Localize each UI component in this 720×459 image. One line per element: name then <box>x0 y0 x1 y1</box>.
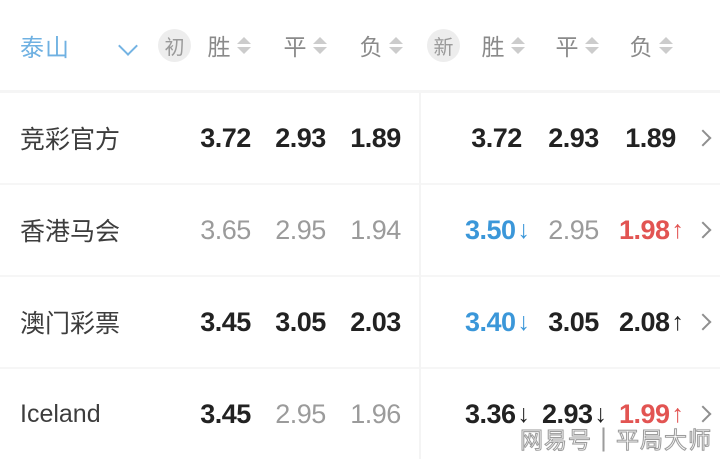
initial-draw-odds: 2.93 <box>275 122 326 153</box>
odds-row-jingcai[interactable]: 竞彩官方 3.72 2.93 1.89 3.72 2.93 1.89 <box>0 93 720 185</box>
new-draw-odds: 3.05 <box>548 306 599 337</box>
bookmaker-name: 香港马会 <box>20 218 121 246</box>
bookmaker-name: Iceland <box>20 399 101 428</box>
bookmaker-name: 竞彩官方 <box>20 126 121 154</box>
column-label-win: 胜 <box>481 34 505 60</box>
column-group-divider <box>419 93 421 459</box>
team-filter-label: 泰山 <box>20 34 70 62</box>
new-lose-odds: 2.08 <box>618 306 670 337</box>
new-lose-odds: 1.98 <box>618 214 670 245</box>
sort-header-new-lose[interactable]: 负 <box>614 28 688 62</box>
initial-win-odds: 3.45 <box>200 306 251 337</box>
sort-header-new-draw[interactable]: 平 <box>540 28 614 62</box>
column-label-lose: 负 <box>629 34 653 60</box>
initial-win-odds: 3.65 <box>200 214 251 245</box>
new-draw-odds: 2.93 <box>541 398 593 429</box>
sort-header-initial-draw[interactable]: 平 <box>267 28 343 62</box>
sort-icon <box>510 36 525 54</box>
sort-icon <box>236 36 251 54</box>
initial-lose-odds: 1.89 <box>350 122 401 153</box>
new-lose-odds: 1.89 <box>625 122 676 153</box>
initial-lose-odds: 2.03 <box>350 306 401 337</box>
initial-odds-badge: 初 <box>158 28 191 62</box>
chevron-right-icon[interactable] <box>690 316 716 328</box>
trend-down-arrow: ↓ <box>517 307 531 336</box>
new-win-odds: 3.36 <box>464 398 516 429</box>
trend-up-arrow: ↑ <box>671 307 685 336</box>
chevron-right-icon[interactable] <box>690 224 716 236</box>
new-win-odds: 3.40 <box>464 306 516 337</box>
netease-watermark: 网易号｜平局大师 <box>520 427 712 454</box>
sort-icon <box>584 36 599 54</box>
column-label-draw: 平 <box>555 34 579 60</box>
sort-header-new-win[interactable]: 胜 <box>466 28 540 62</box>
sort-header-initial-lose[interactable]: 负 <box>343 28 419 62</box>
initial-draw-odds: 2.95 <box>275 398 326 429</box>
new-lose-odds: 1.99 <box>618 398 670 429</box>
odds-row-hkjc[interactable]: 香港马会 3.65 2.95 1.94 3.50 ↓ 2.95 1.98 ↑ <box>0 185 720 277</box>
new-draw-odds: 2.93 <box>548 122 599 153</box>
chevron-right-icon[interactable] <box>690 132 716 144</box>
trend-down-arrow: ↓ <box>594 399 608 428</box>
new-odds-badge: 新 <box>427 28 460 62</box>
sort-icon <box>658 36 673 54</box>
sort-header-initial-win[interactable]: 胜 <box>191 28 267 62</box>
chevron-right-icon[interactable] <box>690 408 716 420</box>
initial-draw-odds: 2.95 <box>275 214 326 245</box>
trend-up-arrow: ↑ <box>671 399 685 428</box>
sort-icon <box>388 36 403 54</box>
column-label-win: 胜 <box>207 34 231 60</box>
initial-win-odds: 3.72 <box>200 122 251 153</box>
odds-row-iceland[interactable]: Iceland 3.45 2.95 1.96 3.36 ↓ 2.93 ↓ 1.99 ↑ <box>0 369 720 459</box>
odds-row-macau[interactable]: 澳门彩票 3.45 3.05 2.03 3.40 ↓ 3.05 2.08 ↑ <box>0 277 720 369</box>
bookmaker-name: 澳门彩票 <box>20 310 121 338</box>
sort-icon <box>312 36 327 54</box>
table-header: 泰山 初 胜 平 负 新 胜 平 负 <box>0 0 720 93</box>
initial-draw-odds: 3.05 <box>275 306 326 337</box>
new-draw-odds: 2.95 <box>548 214 599 245</box>
initial-lose-odds: 1.94 <box>350 214 401 245</box>
new-win-odds: 3.50 <box>464 214 516 245</box>
initial-win-odds: 3.45 <box>200 398 251 429</box>
trend-down-arrow: ↓ <box>517 215 531 244</box>
chevron-down-icon <box>120 37 136 53</box>
initial-lose-odds: 1.96 <box>350 398 401 429</box>
column-label-draw: 平 <box>283 34 307 60</box>
trend-up-arrow: ↑ <box>671 215 685 244</box>
team-filter-dropdown[interactable]: 泰山 <box>0 28 150 63</box>
new-win-odds: 3.72 <box>471 122 522 153</box>
column-label-lose: 负 <box>359 34 383 60</box>
trend-down-arrow: ↓ <box>517 399 531 428</box>
